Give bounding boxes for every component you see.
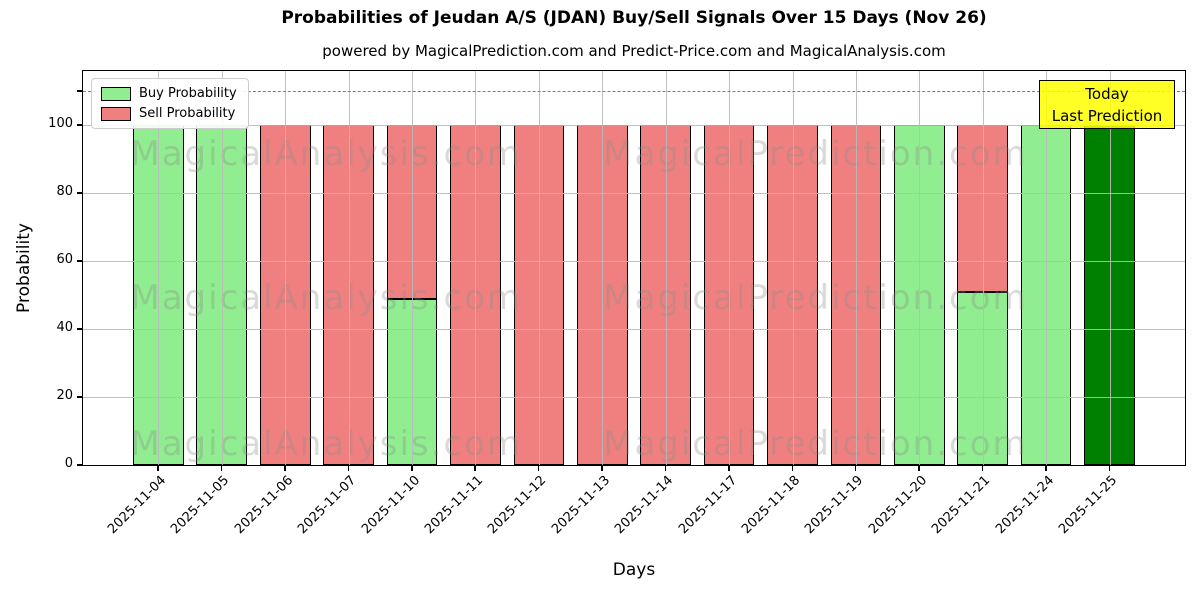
x-tick-label: 2025-11-04 xyxy=(105,473,170,538)
x-tick xyxy=(981,465,984,471)
bar-segment-buy xyxy=(386,298,438,465)
x-tick-label: 2025-11-18 xyxy=(739,473,804,538)
bar-segment-sell xyxy=(450,125,501,465)
legend-label-sell: Sell Probability xyxy=(139,106,236,121)
y-tick-label: 20 xyxy=(56,388,73,404)
legend: Buy Probability Sell Probability xyxy=(91,78,249,129)
x-tick-label: 2025-11-05 xyxy=(168,473,233,538)
y-tick xyxy=(77,260,83,262)
x-tick xyxy=(601,465,603,471)
y-tick-label: 100 xyxy=(48,116,73,132)
y-tick xyxy=(77,396,83,398)
x-tick-label: 2025-11-06 xyxy=(231,473,296,538)
x-tick-label: 2025-11-25 xyxy=(1056,473,1121,538)
bar-segment-buy xyxy=(196,125,248,465)
x-tick-label: 2025-11-12 xyxy=(485,473,550,538)
x-tick-label: 2025-11-24 xyxy=(992,473,1057,538)
grid-line-h xyxy=(83,397,1185,399)
x-tick xyxy=(411,465,413,471)
legend-label-buy: Buy Probability xyxy=(139,86,237,101)
y-tick-label: 80 xyxy=(56,184,73,200)
grid-line-v xyxy=(475,71,477,465)
x-tick xyxy=(284,465,286,471)
dashed-threshold-line xyxy=(83,91,1185,93)
x-tick xyxy=(220,465,223,471)
y-axis-label: Probability xyxy=(14,223,34,313)
buy-swatch-icon xyxy=(101,86,131,101)
x-tick-label: 2025-11-21 xyxy=(929,473,994,538)
watermark-row: MagicalAnalysis.com MagicalPrediction.com xyxy=(83,424,1185,464)
x-tick-label: 2025-11-10 xyxy=(358,473,423,538)
x-tick-label: 2025-11-14 xyxy=(612,473,677,538)
x-tick-label: 2025-11-17 xyxy=(675,473,740,538)
x-tick-label: 2025-11-19 xyxy=(802,473,867,538)
x-tick-label: 2025-11-20 xyxy=(865,473,930,538)
x-tick xyxy=(537,465,540,471)
grid-line-v xyxy=(982,71,984,465)
x-tick xyxy=(664,465,667,471)
x-tick xyxy=(728,465,730,471)
y-tick-label: 0 xyxy=(64,456,73,471)
bar-segment-buy xyxy=(133,125,184,465)
today-annotation-line1: Today xyxy=(1085,85,1129,103)
grid-line-v xyxy=(602,71,604,465)
grid-line-v xyxy=(1046,71,1048,465)
x-tick xyxy=(854,465,857,471)
x-tick xyxy=(347,465,350,471)
legend-item-sell: Sell Probability xyxy=(101,106,237,121)
x-tick xyxy=(791,465,793,471)
grid-line-v xyxy=(1109,71,1111,465)
grid-line-v xyxy=(729,71,731,465)
grid-line-h xyxy=(83,193,1185,195)
grid-line-h xyxy=(83,261,1185,263)
x-tick xyxy=(1045,465,1047,471)
y-tick xyxy=(77,192,83,194)
bar-segment-sell xyxy=(323,125,375,465)
x-tick xyxy=(1108,465,1111,471)
bar-segment-sell xyxy=(259,125,311,465)
y-tick xyxy=(77,464,83,466)
chart-title: Probabilities of Jeudan A/S (JDAN) Buy/S… xyxy=(281,8,987,28)
watermark-row: MagicalAnalysis.com MagicalPrediction.com xyxy=(83,134,1185,174)
grid-line-v xyxy=(919,71,921,465)
x-tick xyxy=(918,465,920,471)
chart-subtitle: powered by MagicalPrediction.com and Pre… xyxy=(322,42,946,60)
x-tick-label: 2025-11-07 xyxy=(295,473,360,538)
y-tick-minor xyxy=(77,90,83,92)
x-tick-label: 2025-11-13 xyxy=(548,473,613,538)
x-tick-label: 2025-11-11 xyxy=(422,473,487,538)
grid-line-v xyxy=(158,71,160,465)
grid-line-h xyxy=(83,329,1185,331)
x-tick xyxy=(474,465,476,471)
x-axis-label: Days xyxy=(612,560,656,580)
grid-line-h xyxy=(83,125,1185,127)
y-tick-label: 60 xyxy=(56,252,73,268)
today-annotation-line2: Last Prediction xyxy=(1051,107,1163,125)
grid-line-v xyxy=(221,71,223,465)
today-annotation: Today Last Prediction xyxy=(1039,80,1175,129)
y-tick xyxy=(77,124,83,126)
legend-item-buy: Buy Probability xyxy=(101,86,237,101)
x-tick xyxy=(157,465,159,471)
plot-area: MagicalAnalysis.com MagicalPrediction.com… xyxy=(48,70,1186,537)
grid-line-v xyxy=(792,71,794,465)
grid-line-v xyxy=(412,71,414,465)
grid-line-v xyxy=(665,71,667,465)
bar-segment-sell xyxy=(513,125,565,465)
bar-segment-sell xyxy=(386,125,438,299)
watermark-row: MagicalAnalysis.com MagicalPrediction.com xyxy=(83,278,1185,318)
grid-line-v xyxy=(855,71,857,465)
bar-segment-sell xyxy=(576,125,628,465)
grid-line-v xyxy=(538,71,540,465)
grid-line-v xyxy=(348,71,350,465)
y-tick xyxy=(77,328,83,330)
y-tick-label: 40 xyxy=(56,320,73,336)
sell-swatch-icon xyxy=(101,106,131,121)
grid-line-v xyxy=(285,71,287,465)
